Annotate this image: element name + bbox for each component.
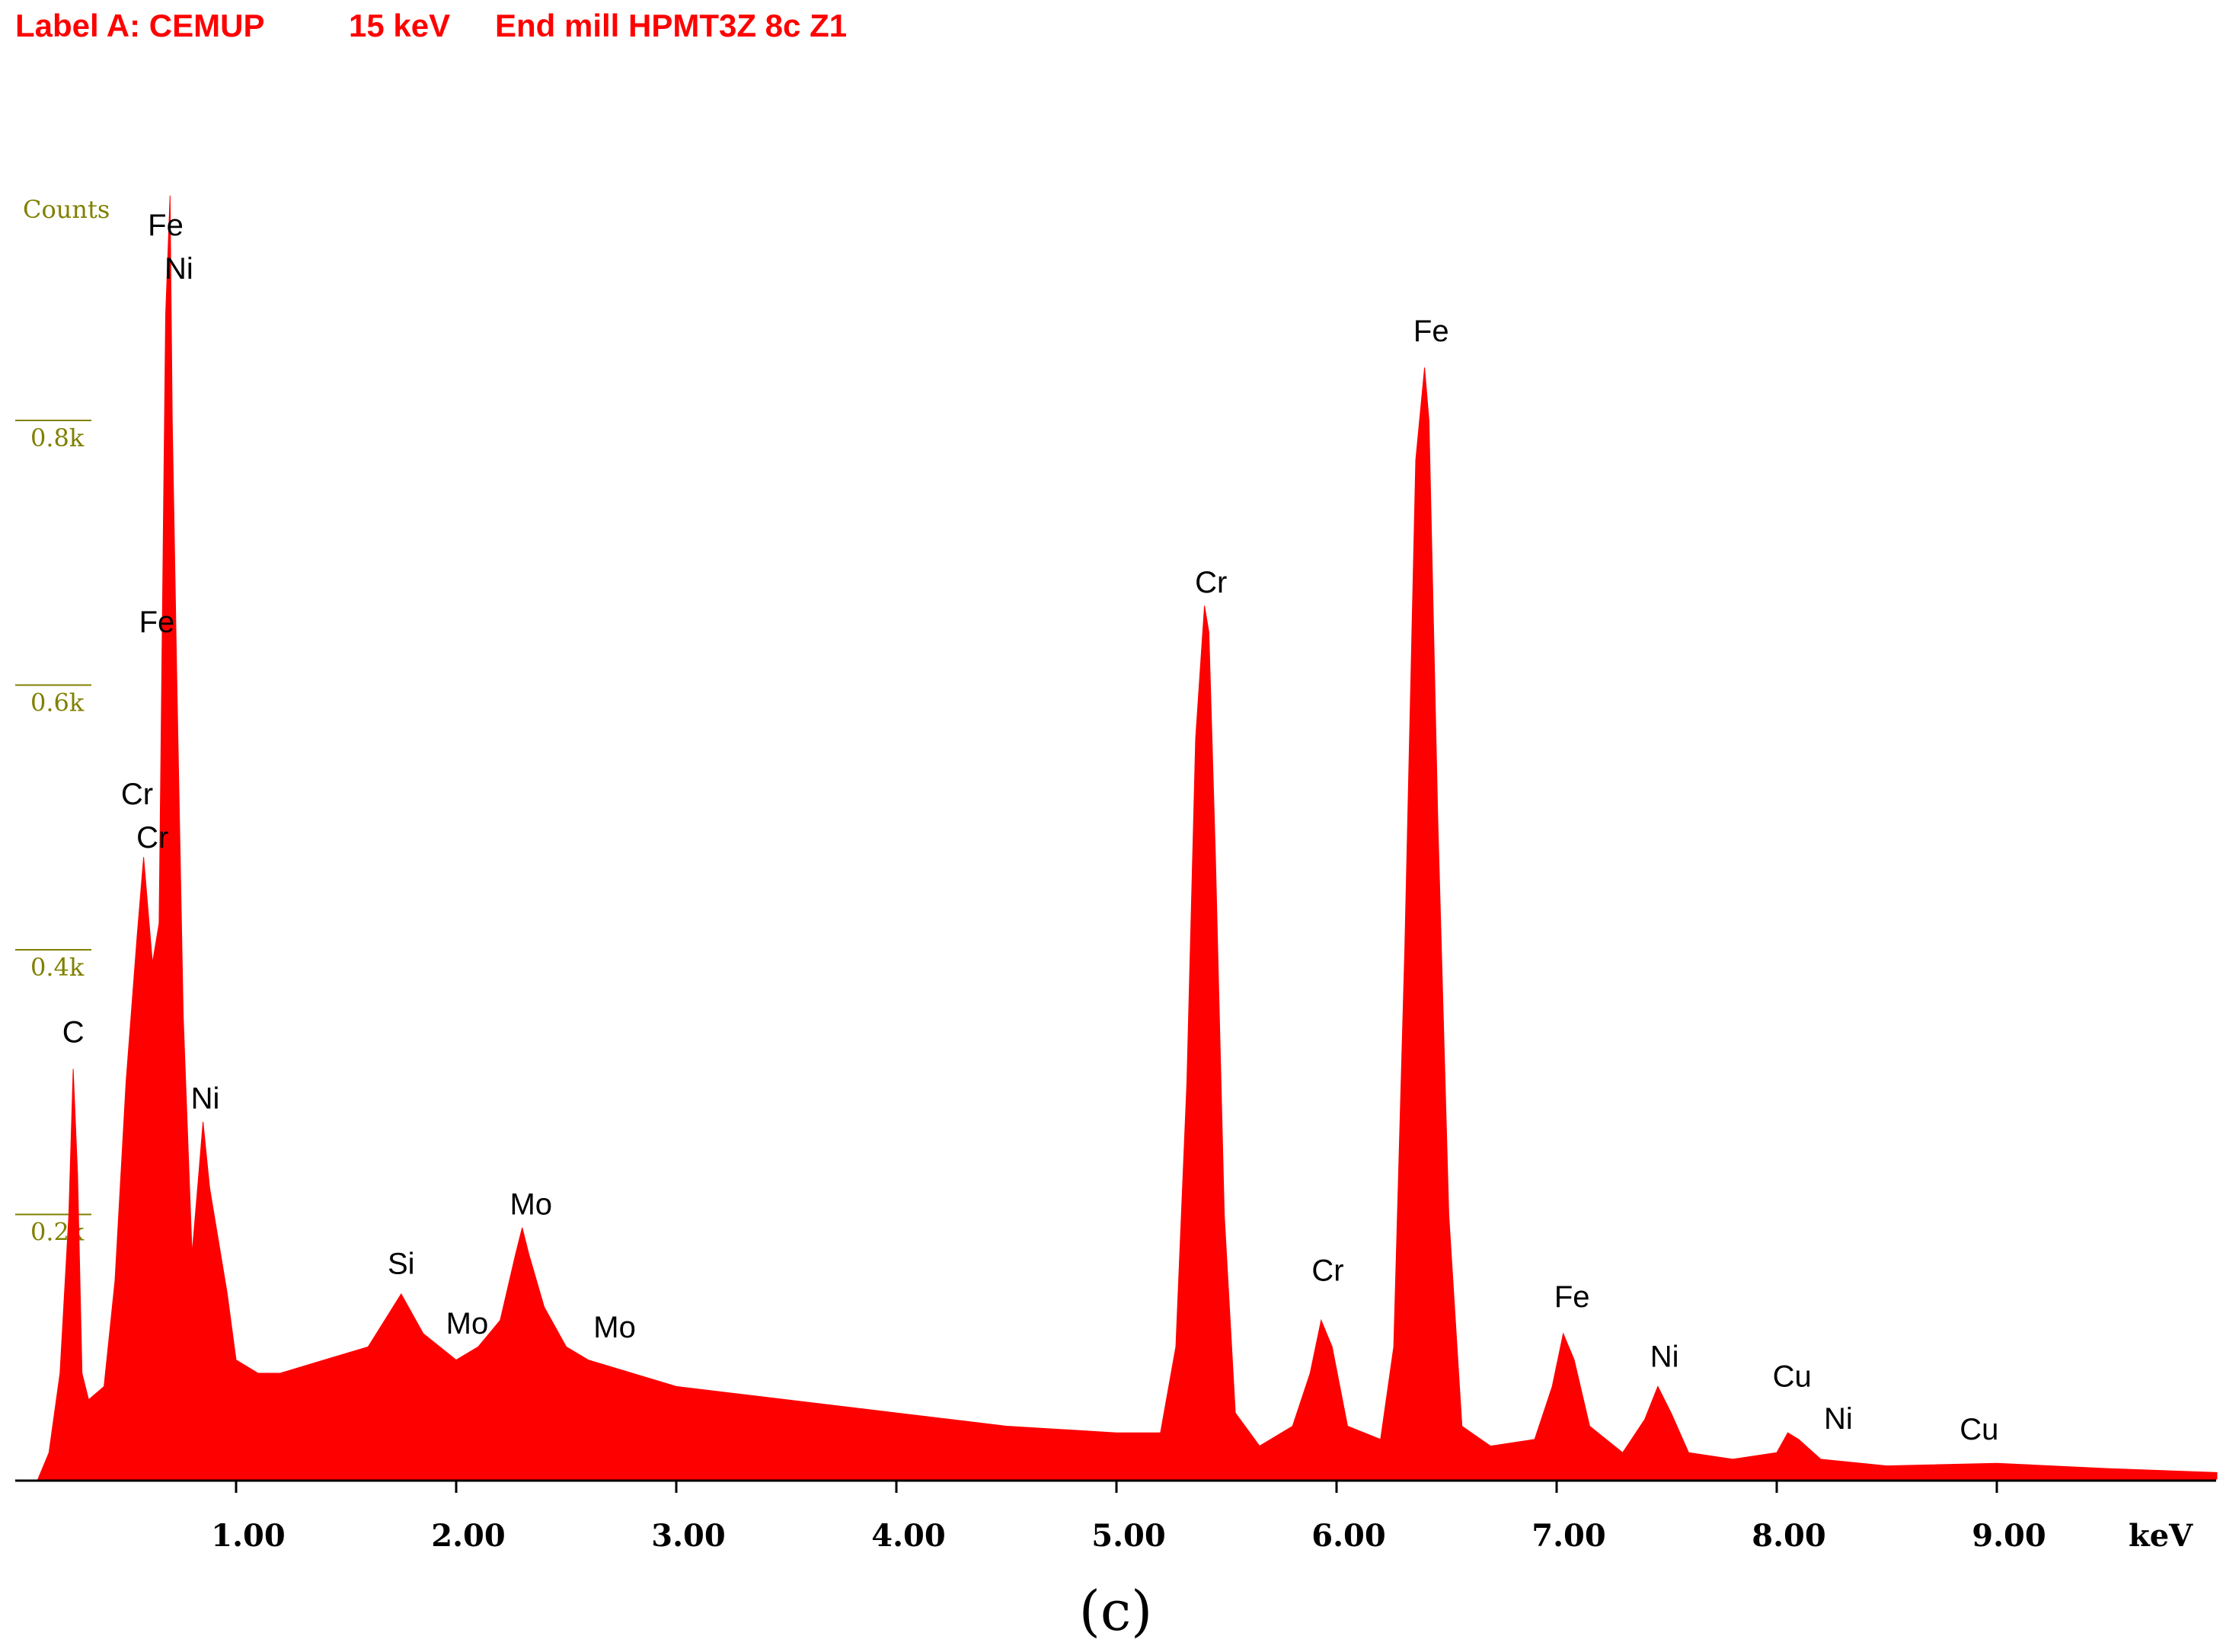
peak-label-fe-14: Fe — [1554, 1280, 1590, 1314]
peak-label-fe-1: Fe — [148, 209, 184, 242]
x-tick-label-3: 4.00 — [871, 1518, 945, 1554]
peak-label-mo-10: Mo — [593, 1311, 636, 1344]
peak-label-ni-6: Ni — [191, 1082, 220, 1116]
x-tick-label-6: 7.00 — [1532, 1518, 1605, 1554]
y-tick-label-3: 0.8k — [30, 423, 85, 452]
peak-label-cu-16: Cu — [1773, 1360, 1812, 1393]
x-tick-label-7: 8.00 — [1752, 1518, 1825, 1554]
peak-label-mo-8: Mo — [446, 1307, 489, 1340]
header-voltage: 15 keV — [349, 8, 450, 43]
peak-label-ni-17: Ni — [1824, 1402, 1853, 1436]
peak-label-mo-9: Mo — [509, 1188, 552, 1222]
panel-label: (c) — [1079, 1579, 1153, 1643]
x-tick-label-8: 9.00 — [1972, 1518, 2046, 1554]
peak-label-cr-4: Cr — [121, 778, 153, 811]
peak-label-cu-18: Cu — [1959, 1413, 1998, 1446]
peak-label-c-0: C — [62, 1016, 85, 1050]
x-axis-unit-label: keV — [2129, 1518, 2193, 1554]
y-tick-label-1: 0.4k — [30, 953, 85, 982]
peak-label-cr-12: Cr — [1311, 1254, 1343, 1287]
peak-label-si-7: Si — [388, 1248, 415, 1281]
peak-label-fe-3: Fe — [139, 606, 175, 639]
peak-labels: C Fe Ni Fe Cr Cr Ni Si Mo Mo Mo Cr Cr Fe Fe Ni Cu Ni Cu — [62, 209, 1999, 1446]
peak-label-ni-2: Ni — [164, 252, 193, 286]
x-tick-label-2: 3.00 — [651, 1518, 725, 1554]
y-axis-ticks: 0.2k0.4k0.6k0.8k — [15, 420, 91, 1247]
x-tick-label-5: 6.00 — [1311, 1518, 1385, 1554]
peak-label-cr-5: Cr — [136, 821, 168, 855]
y-tick-label-2: 0.6k — [30, 689, 85, 717]
spectrum-area — [37, 195, 2218, 1480]
peak-label-fe-13: Fe — [1413, 315, 1449, 348]
x-tick-label-0: 1.00 — [211, 1518, 285, 1554]
x-axis-ticks: 1.00 2.00 3.00 4.00 5.00 6.00 7.00 8.00 9.00 — [211, 1481, 2046, 1554]
peak-label-ni-15: Ni — [1650, 1340, 1679, 1373]
header-label: Label A: CEMUP — [15, 8, 264, 43]
x-tick-label-1: 2.00 — [431, 1518, 505, 1554]
peak-label-cr-11: Cr — [1195, 566, 1227, 599]
y-axis-label: Counts — [23, 195, 110, 224]
x-tick-label-4: 5.00 — [1091, 1518, 1165, 1554]
header-sample: End mill HPMT3Z 8c Z1 — [495, 8, 847, 43]
